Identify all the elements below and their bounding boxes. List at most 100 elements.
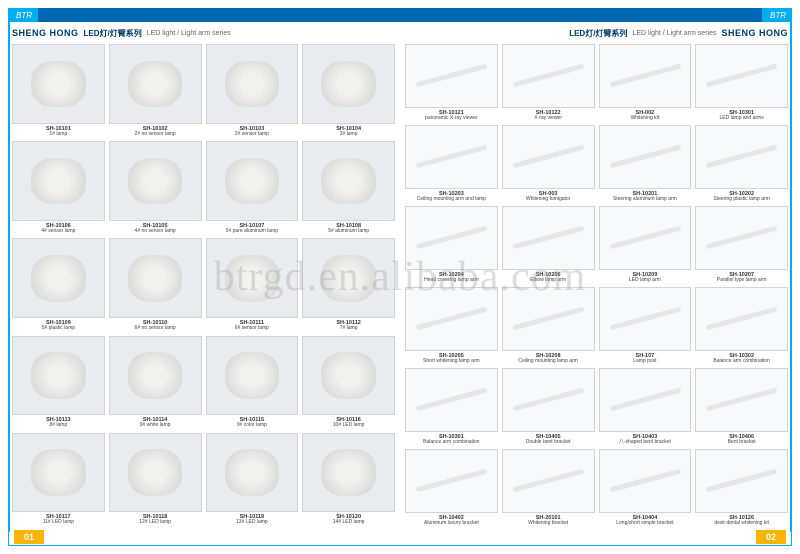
product-cell: SH-10204Head covering lamp arm bbox=[405, 206, 498, 283]
product-cell: SH-10202Steering plastic lamp arm bbox=[695, 125, 788, 202]
product-cell: SH-10403八-shaped bent bracket bbox=[599, 368, 692, 445]
product-label: 4# sensor lamp bbox=[41, 229, 75, 235]
left-grid: SH-101011# lampSH-101022# no sensor lamp… bbox=[12, 44, 395, 526]
product-label: 11# LED lamp bbox=[43, 520, 74, 526]
product-label: LED lamp arm bbox=[629, 278, 661, 284]
product-label: 3# lamp bbox=[340, 132, 358, 138]
product-image bbox=[12, 141, 105, 221]
product-label: Parallel type lamp arm bbox=[717, 278, 767, 284]
product-image bbox=[502, 125, 595, 189]
product-cell: SH-10301LED lamp and arms bbox=[695, 44, 788, 121]
product-cell: SH-101032# sensor lamp bbox=[206, 44, 299, 137]
product-cell: SH-003Whitening fumigator bbox=[502, 125, 595, 202]
product-image bbox=[502, 206, 595, 270]
product-cell: SH-1011711# LED lamp bbox=[12, 433, 105, 526]
product-image bbox=[502, 287, 595, 351]
product-cell: SH-101106# no sensor lamp bbox=[109, 238, 202, 331]
product-cell: SH-101064# sensor lamp bbox=[12, 141, 105, 234]
header-right: LED灯/灯臂系列 LED light / Light arm series S… bbox=[569, 28, 788, 39]
product-label: 10# LED lamp bbox=[333, 423, 365, 429]
product-image bbox=[599, 206, 692, 270]
chinese-title-left: LED灯/灯臂系列 bbox=[84, 28, 142, 39]
product-label: Bent bracket bbox=[728, 440, 756, 446]
product-cell: SH-1011610# LED lamp bbox=[302, 336, 395, 429]
product-cell: SH-1011913# LED lamp bbox=[206, 433, 299, 526]
subtitle-right: LED light / Light arm series bbox=[632, 30, 716, 37]
product-label: 2# sensor lamp bbox=[235, 132, 269, 138]
product-cell: SH-101116# sensor lamp bbox=[206, 238, 299, 331]
product-label: Balance arm combination bbox=[423, 440, 479, 446]
product-cell: SH-10122X-ray viewer bbox=[502, 44, 595, 121]
product-label: Steering aluminum lamp arm bbox=[613, 197, 677, 203]
product-label: Aluminum luxury bracket bbox=[424, 521, 479, 527]
product-cell: SH-101043# lamp bbox=[302, 44, 395, 137]
product-image bbox=[502, 449, 595, 513]
product-label: Steering plastic lamp arm bbox=[713, 197, 769, 203]
product-image bbox=[599, 368, 692, 432]
product-cell: SH-10126desk dental whitening kit bbox=[695, 449, 788, 526]
product-image bbox=[12, 238, 105, 318]
product-label: 9# color lamp bbox=[237, 423, 267, 429]
product-label: 14# LED lamp bbox=[333, 520, 365, 526]
product-image bbox=[599, 125, 692, 189]
product-cell: SH-101085# aluminum lamp bbox=[302, 141, 395, 234]
product-image bbox=[405, 206, 498, 270]
product-label: 8# lamp bbox=[49, 423, 67, 429]
product-image bbox=[405, 44, 498, 108]
top-corner-left: BTR bbox=[8, 8, 38, 22]
product-cell: SH-10205Short whitening lamp arm bbox=[405, 287, 498, 364]
product-image bbox=[502, 368, 595, 432]
product-label: 7# lamp bbox=[340, 326, 358, 332]
product-cell: SH-10208Ceiling mounting lamp arm bbox=[502, 287, 595, 364]
product-image bbox=[302, 238, 395, 318]
product-label: 5# plastic lamp bbox=[42, 326, 75, 332]
product-cell: SH-10209LED lamp arm bbox=[599, 206, 692, 283]
product-cell: SH-10207Parallel type lamp arm bbox=[695, 206, 788, 283]
product-cell: SH-101022# no sensor lamp bbox=[109, 44, 202, 137]
product-cell: SH-1011812# LED lamp bbox=[109, 433, 202, 526]
page-number-right: 02 bbox=[756, 530, 786, 544]
product-image bbox=[206, 433, 299, 513]
top-bar: BTR BTR bbox=[8, 8, 792, 22]
top-corner-right: BTR bbox=[762, 8, 792, 22]
product-cell: SH-101127# lamp bbox=[302, 238, 395, 331]
product-image bbox=[206, 141, 299, 221]
product-image bbox=[599, 287, 692, 351]
product-image bbox=[405, 287, 498, 351]
product-cell: SH-101054# no sensor lamp bbox=[109, 141, 202, 234]
side-accent-left bbox=[8, 22, 10, 532]
header-left: SHENG HONG LED灯/灯臂系列 LED light / Light a… bbox=[12, 28, 231, 39]
product-label: 13# LED lamp bbox=[236, 520, 268, 526]
product-image bbox=[502, 44, 595, 108]
product-cell: SH-20101Whitening bracket bbox=[502, 449, 595, 526]
product-image bbox=[695, 125, 788, 189]
brand-left: SHENG HONG bbox=[12, 28, 79, 38]
product-image bbox=[302, 44, 395, 124]
product-label: Balance arm combination bbox=[713, 359, 769, 365]
chinese-title-right: LED灯/灯臂系列 bbox=[569, 28, 627, 39]
product-label: desk dental whitening kit bbox=[714, 521, 768, 527]
product-image bbox=[695, 206, 788, 270]
product-image bbox=[206, 238, 299, 318]
product-image bbox=[109, 141, 202, 221]
product-cell: SH-10203Ceiling mounting arm and lamp bbox=[405, 125, 498, 202]
product-image bbox=[12, 336, 105, 416]
product-label: 9# white lamp bbox=[140, 423, 171, 429]
header-row: SHENG HONG LED灯/灯臂系列 LED light / Light a… bbox=[12, 26, 788, 40]
product-label: 6# sensor lamp bbox=[235, 326, 269, 332]
product-cell: SH-002Whitening kit bbox=[599, 44, 692, 121]
product-image bbox=[599, 449, 692, 513]
subtitle-left: LED light / Light arm series bbox=[147, 30, 231, 37]
product-image bbox=[12, 433, 105, 513]
product-cell: SH-10402Aluminum luxury bracket bbox=[405, 449, 498, 526]
product-label: Long/short simple bracket bbox=[616, 521, 673, 527]
product-cell: SH-10201Steering aluminum lamp arm bbox=[599, 125, 692, 202]
product-cell: SH-101138# lamp bbox=[12, 336, 105, 429]
top-fill bbox=[38, 8, 762, 22]
product-label: 1# lamp bbox=[49, 132, 67, 138]
product-label: 5# pure aluminum lamp bbox=[226, 229, 278, 235]
side-accent-right bbox=[790, 22, 792, 532]
product-label: Whitening fumigator bbox=[526, 197, 570, 203]
product-label: 八-shaped bent bracket bbox=[619, 440, 671, 446]
product-image bbox=[695, 449, 788, 513]
